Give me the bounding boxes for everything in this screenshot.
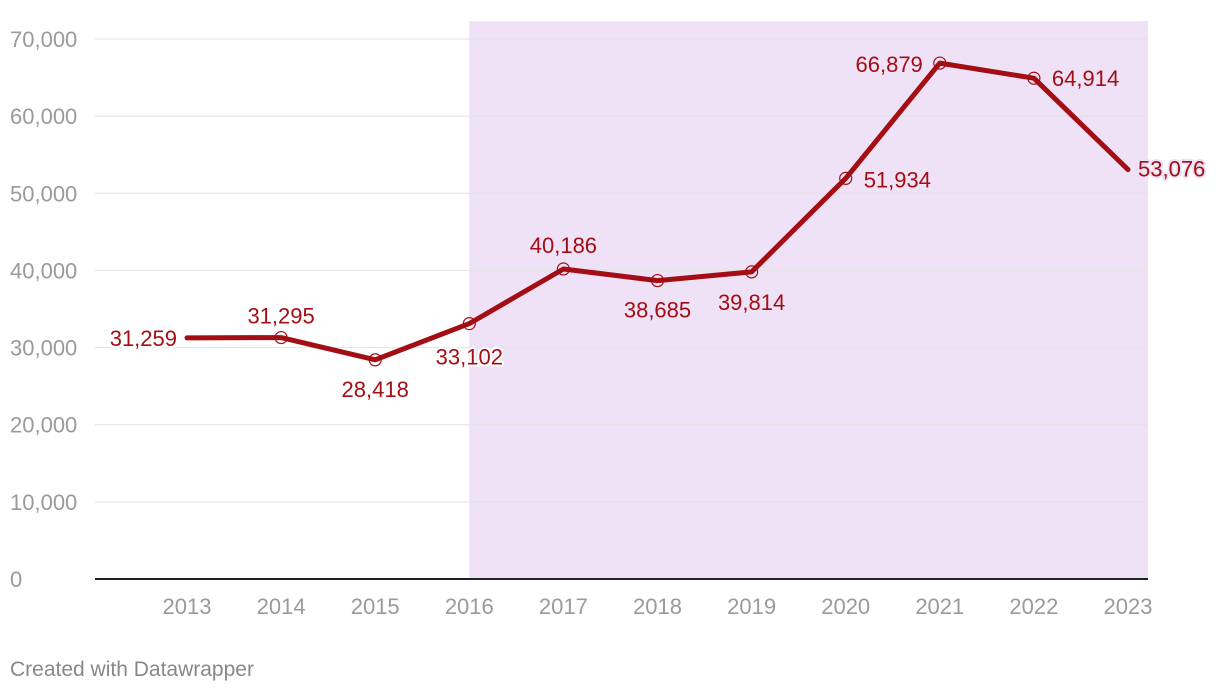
data-label: 39,814 (718, 290, 785, 315)
data-label: 31,295 (247, 304, 314, 329)
data-point (368, 353, 382, 367)
series-line (184, 60, 1131, 363)
x-tick-label: 2018 (633, 594, 682, 619)
x-tick-label: 2023 (1104, 594, 1153, 619)
x-tick-label: 2014 (257, 594, 306, 619)
data-point (839, 171, 853, 185)
data-label: 64,914 (1052, 66, 1119, 91)
y-tick-label: 60,000 (10, 104, 77, 129)
data-point (462, 317, 476, 331)
y-tick-label: 40,000 (10, 258, 77, 283)
data-label: 28,418 (342, 377, 409, 402)
data-label: 53,076 (1138, 157, 1205, 182)
data-point (556, 262, 571, 276)
x-tick-label: 2020 (821, 594, 870, 619)
datawrapper-credit: Created with Datawrapper (10, 658, 254, 681)
data-point (650, 273, 665, 288)
x-tick-label: 2017 (539, 594, 588, 619)
x-tick-label: 2013 (163, 594, 212, 619)
y-tick-label: 30,000 (10, 336, 77, 361)
x-tick-label: 2016 (445, 594, 494, 619)
data-point (744, 265, 759, 279)
x-tick-label: 2015 (351, 594, 400, 619)
y-tick-label: 70,000 (10, 27, 77, 52)
highlight-band (469, 21, 1148, 579)
y-tick-label: 0 (10, 567, 22, 592)
data-label: 33,102 (436, 345, 503, 370)
x-tick-label: 2021 (915, 594, 964, 619)
data-point (933, 56, 947, 70)
data-label: 40,186 (530, 233, 597, 258)
data-point (1027, 71, 1041, 85)
x-tick-label: 2022 (1009, 594, 1058, 619)
y-tick-label: 20,000 (10, 413, 77, 438)
y-tick-label: 10,000 (10, 490, 77, 515)
data-label: 51,934 (864, 167, 931, 192)
data-point (274, 330, 288, 345)
x-tick-label: 2019 (727, 594, 776, 619)
data-label: 31,259 (110, 326, 177, 351)
y-tick-label: 50,000 (10, 181, 77, 206)
data-label: 66,879 (856, 52, 923, 77)
data-label: 38,685 (624, 298, 691, 323)
